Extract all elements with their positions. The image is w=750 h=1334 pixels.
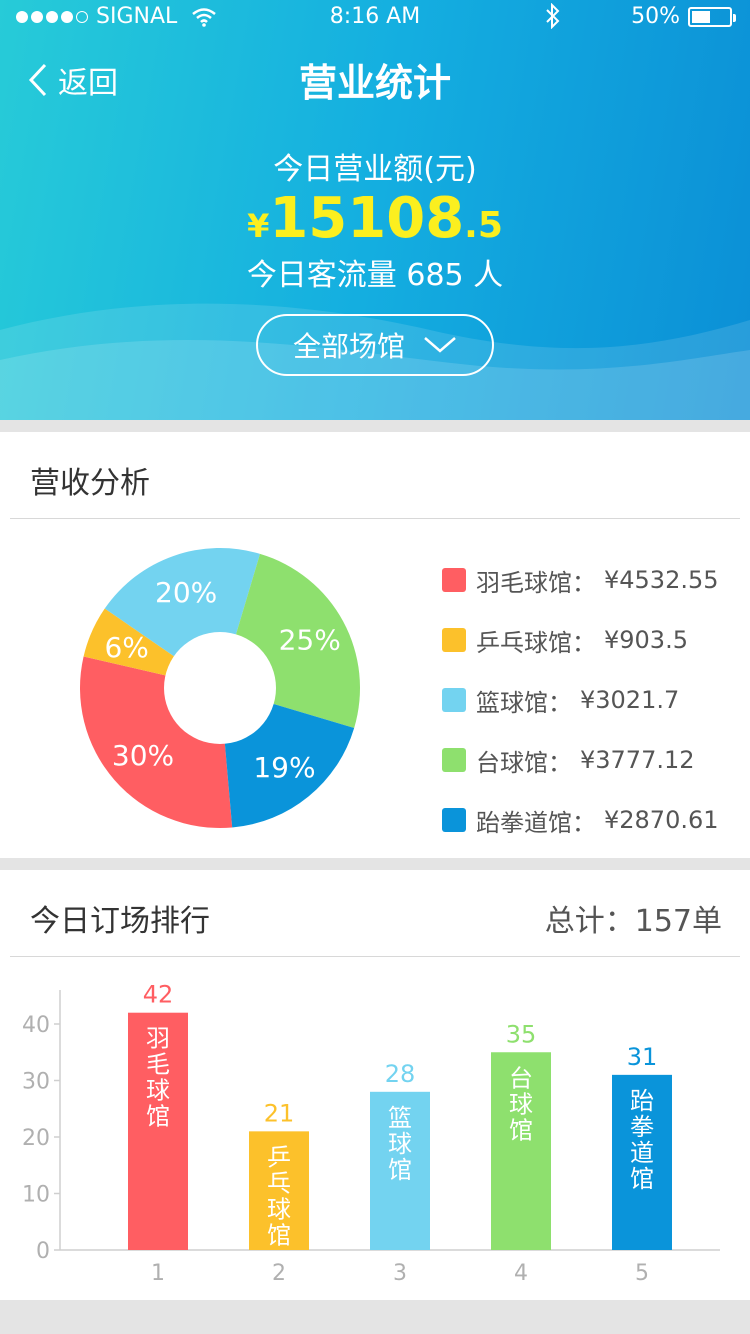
y-tick-label: 30 xyxy=(22,1070,50,1095)
battery-icon xyxy=(688,7,732,27)
divider xyxy=(10,518,740,519)
y-tick-label: 0 xyxy=(36,1239,50,1264)
y-tick-label: 10 xyxy=(22,1183,50,1208)
legend-swatch xyxy=(442,688,466,712)
venue-filter-label: 全部场馆 xyxy=(293,325,405,365)
y-tick-label: 20 xyxy=(22,1126,50,1151)
legend-item: 羽毛球馆： ¥4532.55 xyxy=(442,550,719,610)
legend-name: 乒乓球馆： xyxy=(476,623,596,658)
legend-item: 台球馆： ¥3777.12 xyxy=(442,730,719,790)
legend-amount: ¥3777.12 xyxy=(580,746,695,774)
legend-name: 羽毛球馆： xyxy=(476,563,596,598)
revenue-decimal: .5 xyxy=(464,205,503,246)
revenue-amount: ¥15108.5 xyxy=(0,186,750,251)
status-bar: SIGNAL 8:16 AM 50% xyxy=(0,0,750,34)
bar-value-label: 42 xyxy=(143,981,174,1009)
battery-percent: 50% xyxy=(631,4,680,29)
bar-name-label: 篮球馆 xyxy=(388,1104,412,1184)
x-tick-label: 1 xyxy=(151,1261,165,1286)
chevron-down-icon xyxy=(423,336,457,354)
page-title: 营业统计 xyxy=(0,52,750,107)
bar-name-label: 台球馆 xyxy=(509,1064,533,1144)
x-tick-label: 2 xyxy=(272,1261,286,1286)
legend-item: 跆拳道馆： ¥2870.61 xyxy=(442,790,719,850)
pie-slice-label: 6% xyxy=(104,631,148,664)
legend-item: 篮球馆： ¥3021.7 xyxy=(442,670,719,730)
legend-swatch xyxy=(442,628,466,652)
legend-amount: ¥3021.7 xyxy=(580,686,679,714)
x-tick-label: 4 xyxy=(514,1261,528,1286)
booking-rank-title: 今日订场排行 xyxy=(30,896,210,940)
legend-swatch xyxy=(442,748,466,772)
revenue-analysis-title: 营收分析 xyxy=(30,458,150,502)
booking-bar-chart: 0 10 20 30 40 42 羽毛球馆 1 21 乒乓球馆 2 28 篮球馆 3 35 台球馆 4 31 跆拳道… xyxy=(0,960,750,1300)
x-tick-label: 3 xyxy=(393,1261,407,1286)
venue-filter-dropdown[interactable]: 全部场馆 xyxy=(256,314,494,376)
battery-indicator: 50% xyxy=(631,4,732,29)
booking-total-value: 157单 xyxy=(635,904,722,939)
legend-swatch xyxy=(442,808,466,832)
legend-name: 跆拳道馆： xyxy=(476,803,596,838)
legend-amount: ¥903.5 xyxy=(604,626,688,654)
revenue-integer: 15108 xyxy=(269,186,464,251)
donut-hole xyxy=(164,632,276,744)
pie-slice-label: 30% xyxy=(112,739,174,772)
bar-value-label: 35 xyxy=(506,1020,537,1048)
pie-slice-label: 20% xyxy=(155,576,217,609)
bar-value-label: 21 xyxy=(264,1099,295,1127)
legend-swatch xyxy=(442,568,466,592)
bar-value-label: 31 xyxy=(627,1043,658,1071)
legend-amount: ¥2870.61 xyxy=(604,806,719,834)
currency-symbol: ¥ xyxy=(247,207,269,245)
y-tick-label: 40 xyxy=(22,1013,50,1038)
traffic-value: 685 xyxy=(406,258,463,293)
booking-total: 总计：157单 xyxy=(545,896,722,940)
legend-amount: ¥4532.55 xyxy=(604,566,719,594)
pie-slice-label: 25% xyxy=(279,623,341,656)
bluetooth-icon xyxy=(544,3,562,29)
revenue-donut-chart: 30% 6%20% 25% 19% xyxy=(70,538,370,838)
pie-slice-label: 19% xyxy=(253,751,315,784)
legend-name: 台球馆： xyxy=(476,743,572,778)
bar-name-label: 羽毛球馆 xyxy=(146,1025,170,1131)
revenue-legend: 羽毛球馆： ¥4532.55 乒乓球馆： ¥903.5 篮球馆： ¥3021.7 台球馆： ¥… xyxy=(442,550,719,850)
x-tick-label: 5 xyxy=(635,1261,649,1286)
traffic-summary: 今日客流量 685 人 xyxy=(0,250,750,294)
header: SIGNAL 8:16 AM 50% 返回 营业统计 今日营业额(元) xyxy=(0,0,750,420)
legend-item: 乒乓球馆： ¥903.5 xyxy=(442,610,719,670)
divider xyxy=(10,956,740,957)
traffic-unit: 人 xyxy=(473,258,503,293)
legend-name: 篮球馆： xyxy=(476,683,572,718)
bar-value-label: 28 xyxy=(385,1060,416,1088)
booking-total-label: 总计： xyxy=(545,904,635,939)
bar-name-label: 乒乓球馆 xyxy=(267,1143,291,1249)
bar-name-label: 跆拳道馆 xyxy=(630,1087,654,1193)
revenue-label: 今日营业额(元) xyxy=(0,144,750,188)
traffic-label: 今日客流量 xyxy=(247,258,397,293)
